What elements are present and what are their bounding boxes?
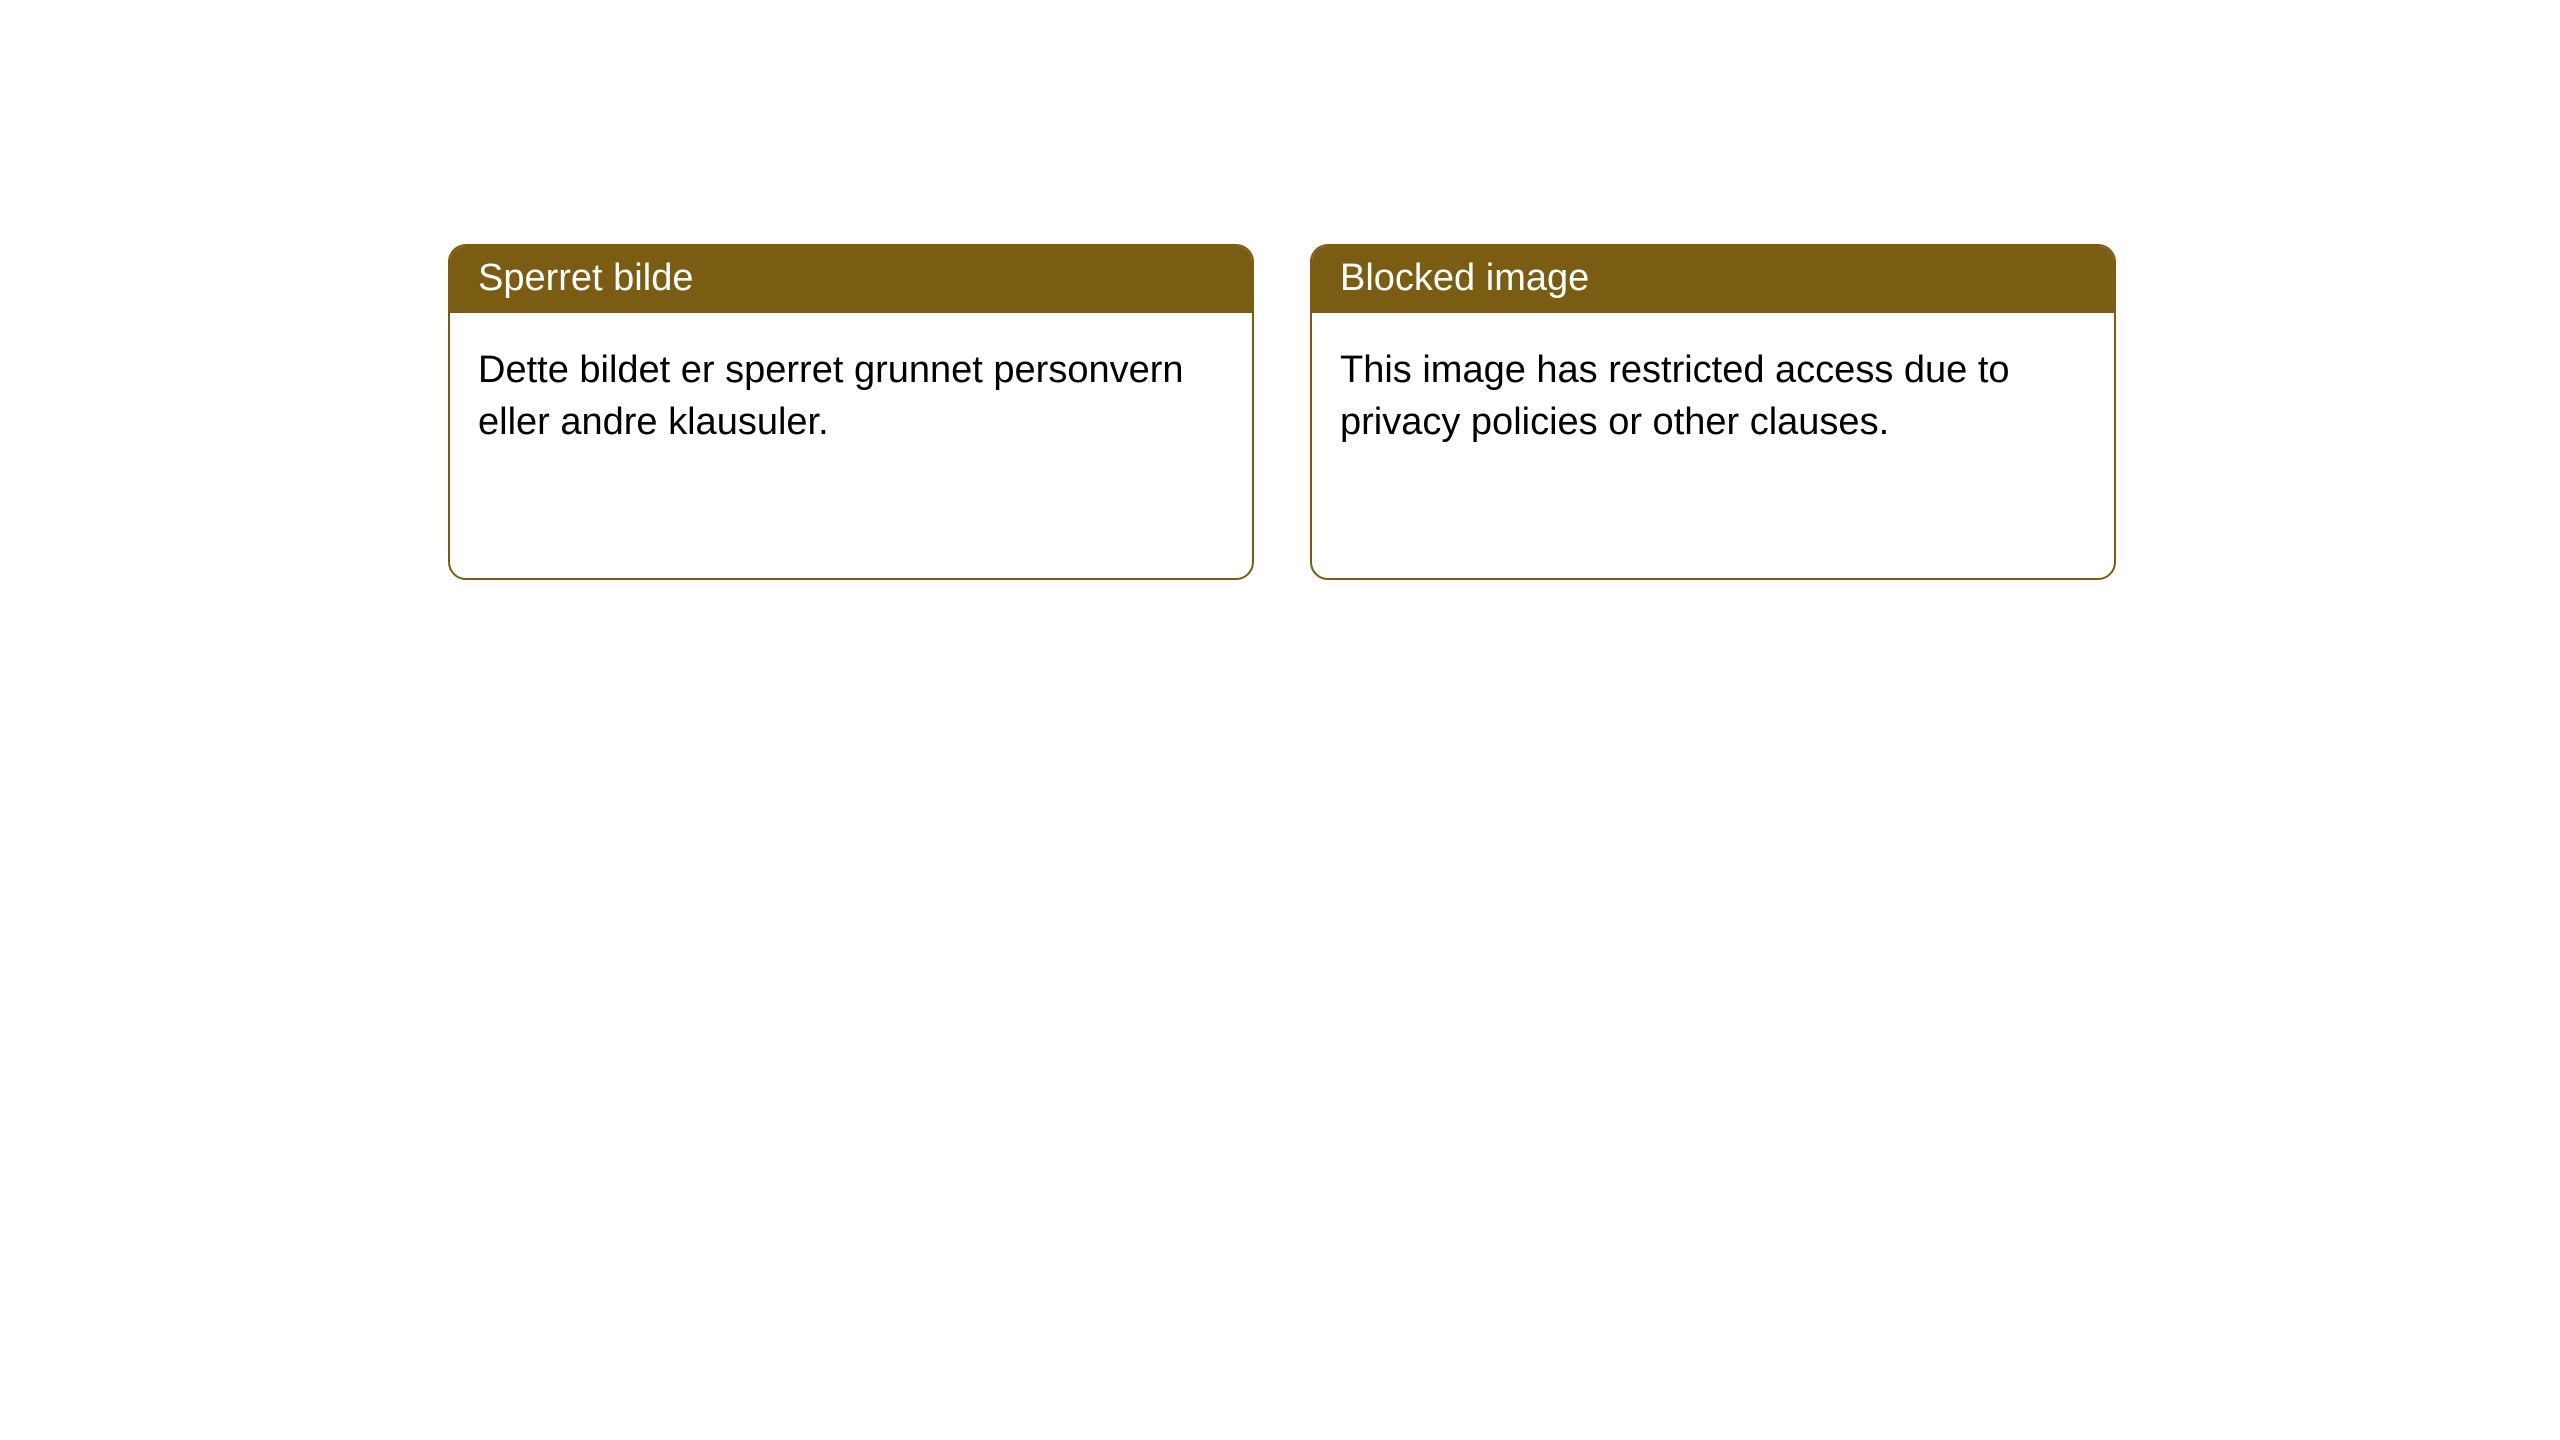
notice-box-english: Blocked image This image has restricted … bbox=[1310, 244, 2116, 580]
notice-message: This image has restricted access due to … bbox=[1340, 349, 2010, 442]
notice-title: Sperret bilde bbox=[478, 257, 693, 299]
notice-body: This image has restricted access due to … bbox=[1312, 313, 2114, 480]
notice-message: Dette bildet er sperret grunnet personve… bbox=[478, 349, 1184, 442]
notice-title: Blocked image bbox=[1340, 257, 1589, 299]
notice-box-norwegian: Sperret bilde Dette bildet er sperret gr… bbox=[448, 244, 1254, 580]
notice-header: Sperret bilde bbox=[450, 246, 1252, 313]
notice-body: Dette bildet er sperret grunnet personve… bbox=[450, 313, 1252, 480]
notice-header: Blocked image bbox=[1312, 246, 2114, 313]
notice-container: Sperret bilde Dette bildet er sperret gr… bbox=[0, 0, 2560, 580]
